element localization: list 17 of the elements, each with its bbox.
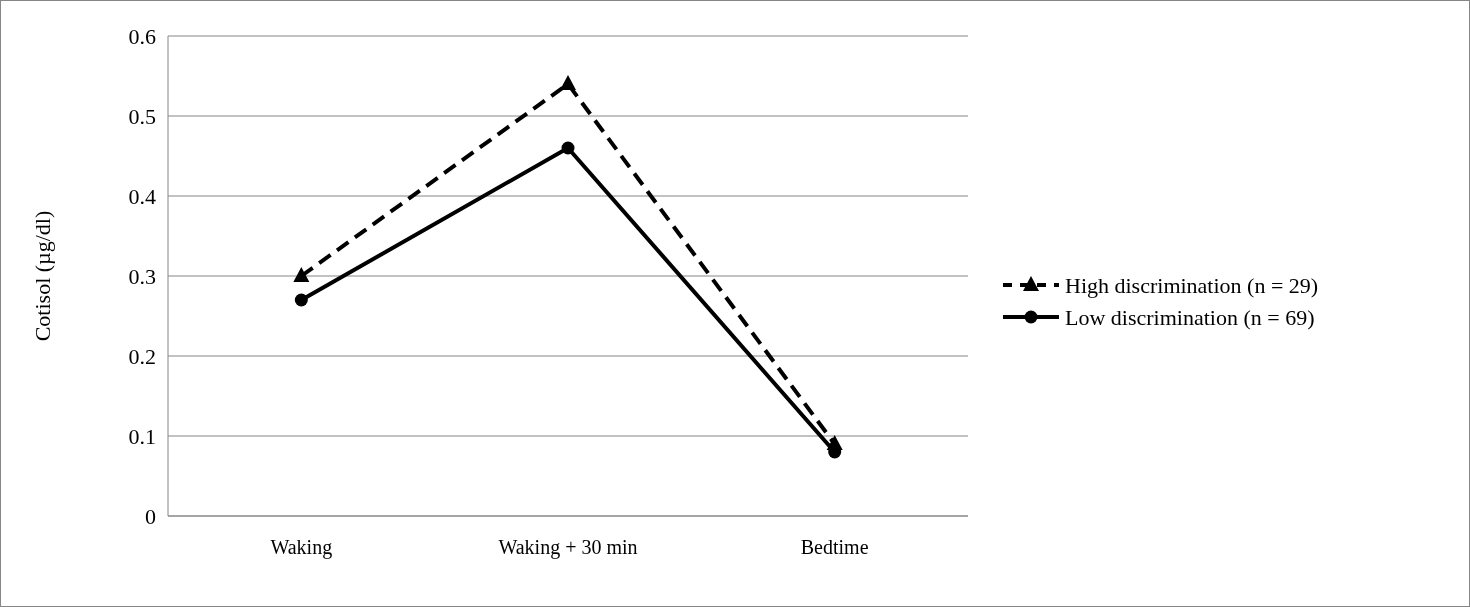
- point: [293, 267, 310, 282]
- y-tick-label: 0.2: [128, 343, 156, 369]
- x-tick-label: Bedtime: [800, 536, 869, 558]
- point: [294, 293, 308, 307]
- y-tick-label: 0.6: [128, 23, 156, 49]
- point: [560, 75, 576, 90]
- x-tick-label: Waking: [270, 536, 333, 559]
- legend-label: Low discrimination (n = 69): [1065, 304, 1315, 330]
- y-axis-title: Cotisol (µg/dl): [30, 210, 55, 342]
- y-tick-label: 0.1: [128, 423, 156, 449]
- x-tick-label: Waking + 30 min: [498, 536, 638, 559]
- y-tick-label: 0.3: [128, 263, 156, 289]
- y-tick-label: 0: [145, 503, 156, 529]
- point: [561, 141, 575, 155]
- legend-label: High discrimination (n = 29): [1065, 272, 1319, 298]
- y-tick-label: 0.5: [128, 103, 156, 129]
- y-tick-label: 0.4: [128, 183, 156, 209]
